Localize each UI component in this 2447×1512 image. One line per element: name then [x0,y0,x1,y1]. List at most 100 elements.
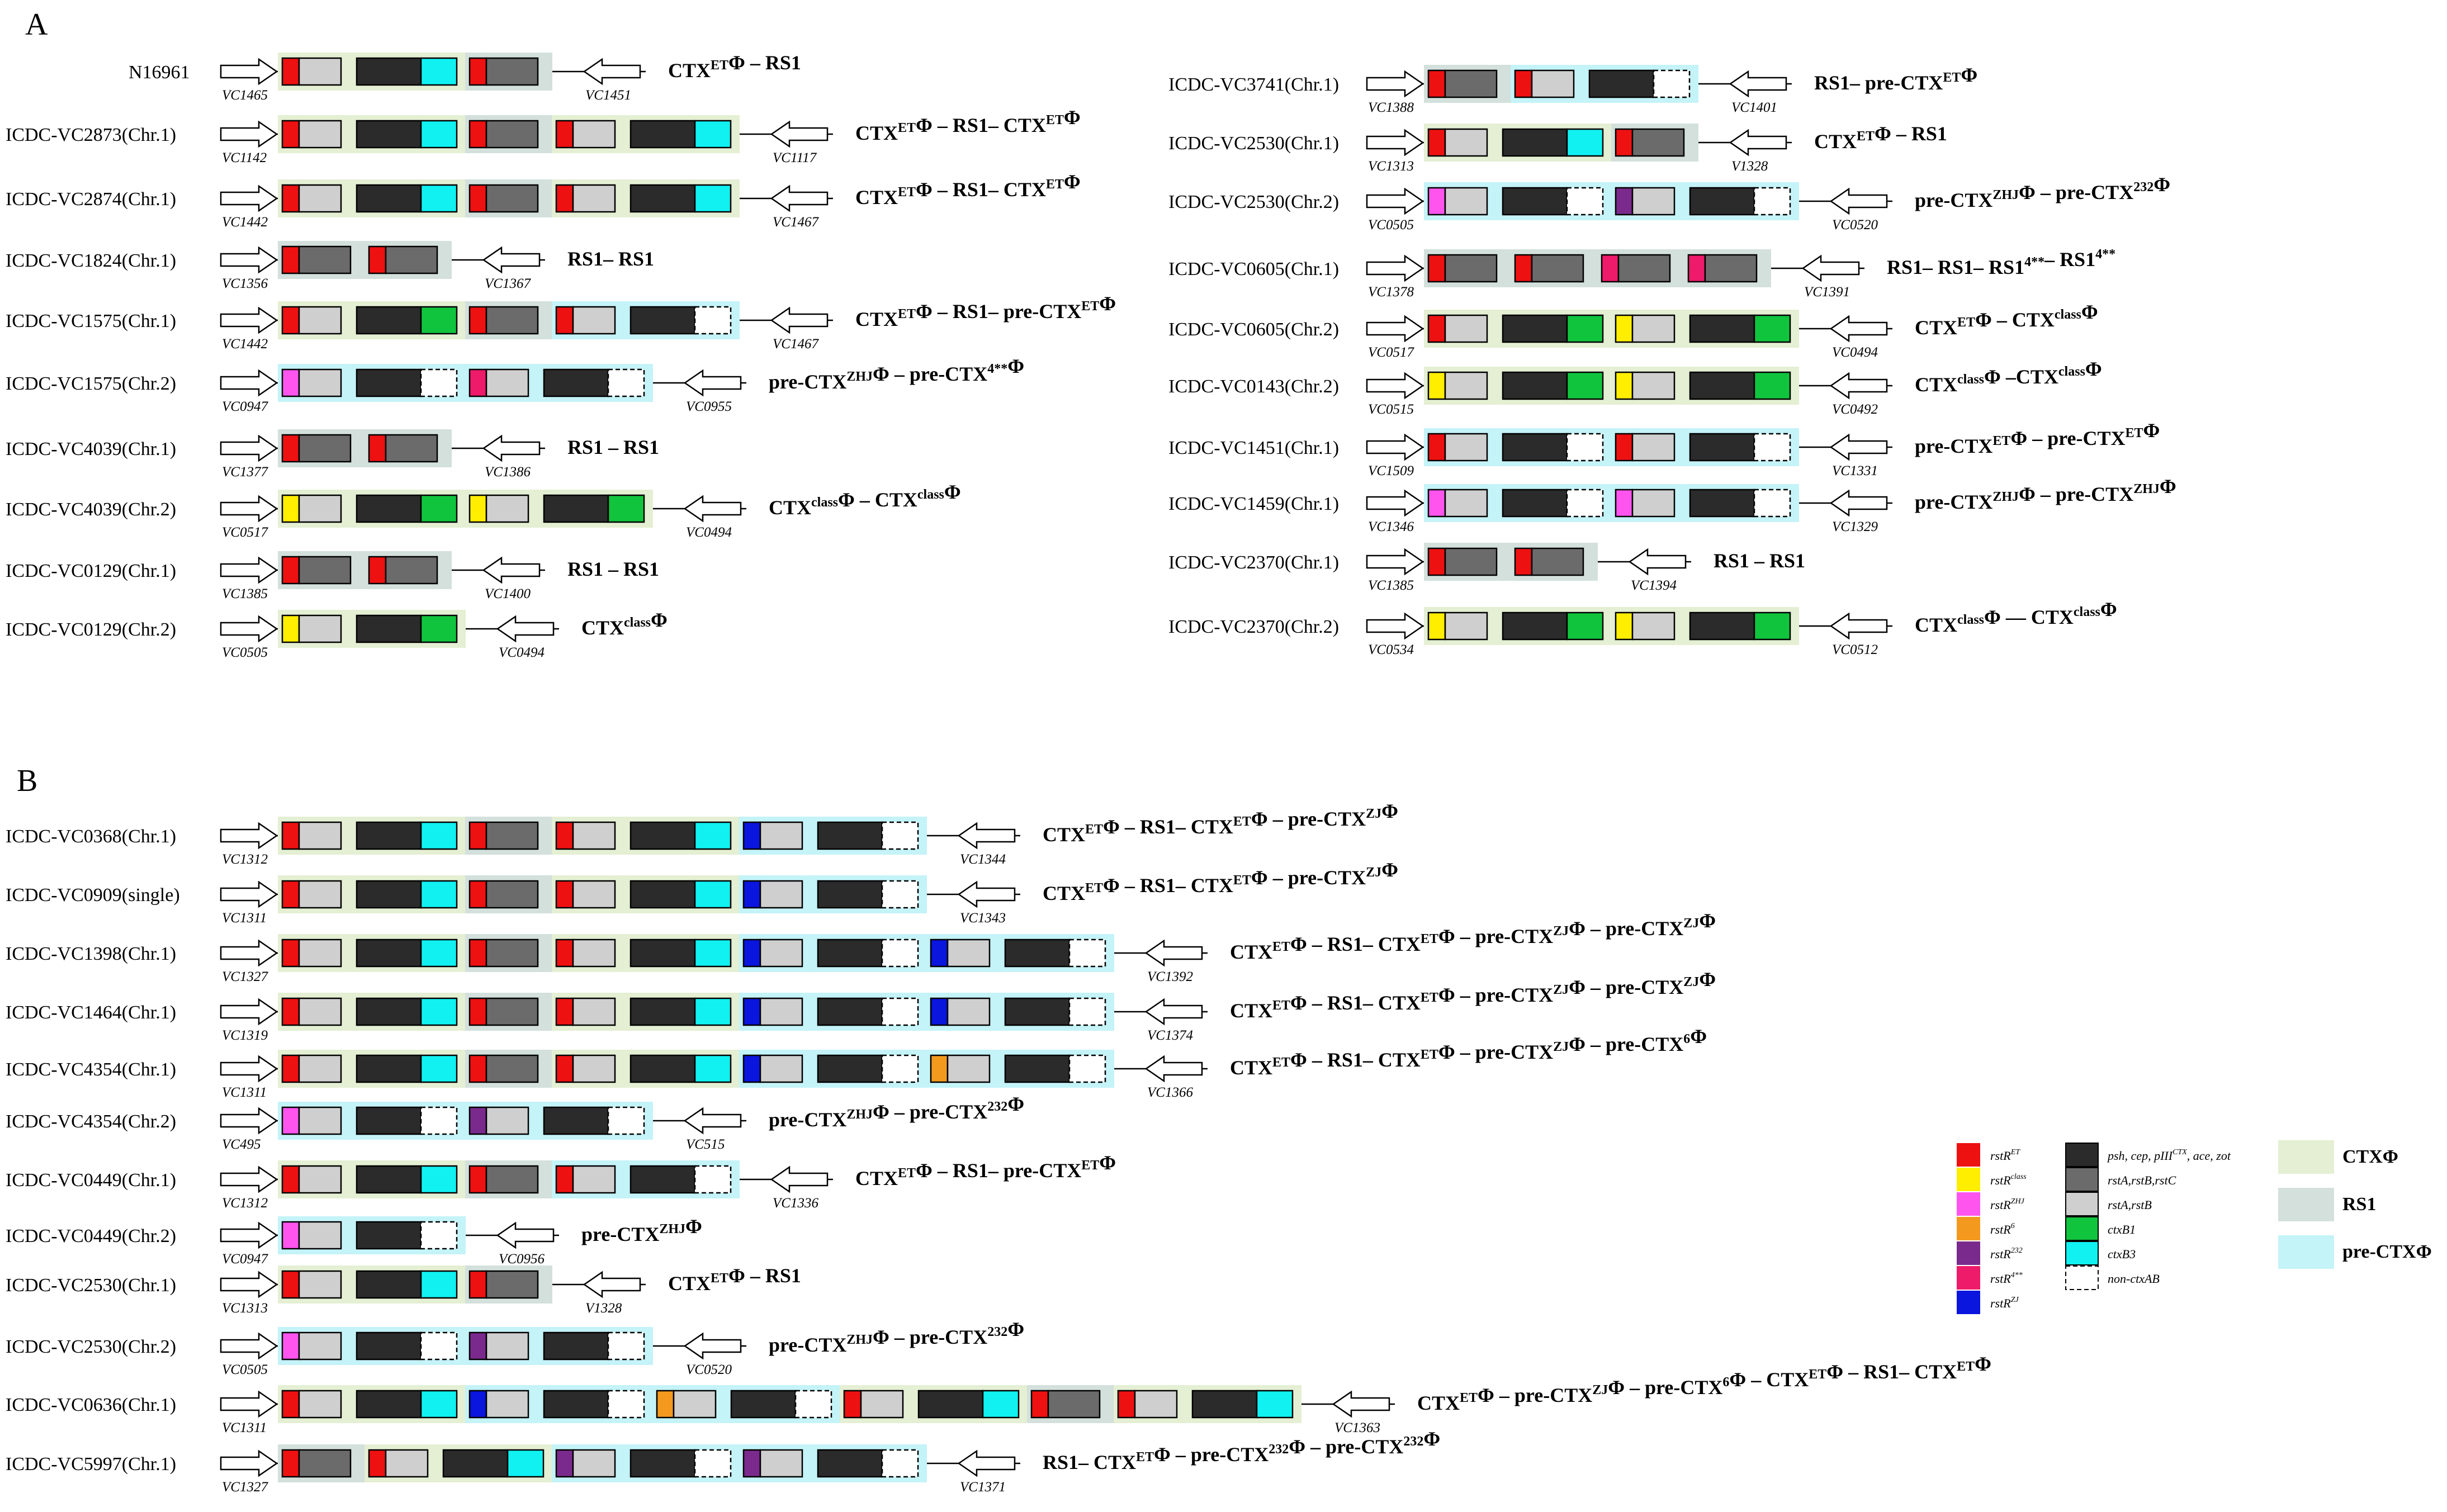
non-ctxab-gene [881,997,919,1026]
rsta-rstb-gene [572,880,616,909]
rstr-gene [1427,69,1446,98]
rsta-rstb-rstc-gene [485,939,539,968]
right-flank-arrow [1829,372,1888,400]
arrangement-formula: pre-CTXZHJΦ – pre-CTX4**Φ [769,355,1024,393]
rstr-gene [281,1221,300,1250]
rsta-rstb-gene [485,368,529,397]
left-flank-arrow [1366,612,1424,640]
rstr-gene [368,434,387,463]
rstr-gene [468,120,487,149]
genome-row: ICDC-VC0129(Chr.1) VC1385 VC1400 RS1 – RS1 [6,551,659,601]
rstr-gene [468,1106,487,1135]
rstr-gene [1117,1390,1136,1419]
non-ctxab-gene [794,1390,832,1419]
legend-swatch [2065,1192,2099,1216]
rsta-rstb-gene [759,939,803,968]
rstr-gene [281,1390,300,1419]
rsta-rstb-gene [759,1054,803,1083]
rsta-rstb-gene [298,1390,342,1419]
left-flank-label: VC1311 [222,911,267,926]
right-flank-label: VC1117 [773,150,817,165]
right-flank-label: VC1331 [1832,463,1878,478]
non-ctxab-gene [607,1331,645,1361]
arrangement-formula: pre-CTXZHJΦ – pre-CTXZHJΦ [1915,475,2176,513]
rsta-rstb-gene [946,1054,991,1083]
rstr-gene [555,120,574,149]
core-region-gene [817,997,883,1026]
core-region-gene [1689,612,1755,641]
core-region-gene [543,368,609,397]
rstr-gene [1427,547,1446,576]
left-flank-label: VC1312 [222,1196,268,1211]
genome-row: ICDC-VC1398(Chr.1) VC1327 VC1392 CTXETΦ – R… [6,909,1716,984]
left-flank-arrow [220,495,278,523]
right-flank-arrow [770,1165,829,1193]
strain-label: ICDC-VC0605(Chr.2) [1168,319,1339,340]
core-region-gene [356,1054,422,1083]
strain-label: ICDC-VC1575(Chr.2) [6,373,176,394]
rstr-gene [555,184,574,213]
legend-swatch [1957,1168,1980,1191]
rstr-gene [1615,489,1634,518]
left-flank-label: VC1327 [222,969,268,984]
rsta-rstb-gene [946,997,991,1026]
left-flank-label: VC1346 [1368,519,1414,534]
left-flank-label: VC1442 [222,215,268,230]
rsta-rstb-rstc-gene [385,434,438,463]
rstr-gene [281,1331,300,1361]
ctxb3-gene [420,1165,458,1194]
rstr-gene [555,939,574,968]
left-flank-arrow [1366,433,1424,461]
rstr-gene [1601,254,1620,283]
rsta-rstb-rstc-gene [485,821,539,850]
legend-swatch [2065,1216,2099,1241]
right-flank-arrow [1829,315,1888,343]
core-region-gene [630,1449,696,1478]
rstr-gene [468,939,487,968]
rsta-rstb-rstc-gene [298,556,352,585]
core-region-gene [1502,187,1568,216]
rsta-rstb-rstc-gene [1047,1390,1101,1419]
arrangement-formula: pre-CTXETΦ – pre-CTXETΦ [1915,419,2160,457]
rsta-rstb-rstc-gene [485,184,539,213]
legend-swatch [2065,1167,2099,1192]
rsta-rstb-gene [572,821,616,850]
right-flank-arrow [496,1221,555,1249]
rsta-rstb-gene [1444,433,1488,462]
left-flank-arrow [220,184,278,212]
right-flank-arrow [1144,998,1203,1026]
right-flank-label: VC1392 [1147,969,1193,984]
right-flank-label: VC1451 [585,88,631,103]
left-flank-label: VC1312 [222,852,268,867]
rstr-gene [1427,433,1446,462]
rstr-gene [1427,314,1446,343]
arrangement-formula: CTXclassΦ –CTXclassΦ [1915,358,2102,396]
core-region-gene [1004,1054,1071,1083]
rsta-rstb-rstc-gene [1444,69,1498,98]
core-region-gene [356,306,422,335]
non-ctxab-gene [1566,433,1604,462]
non-ctxab-gene [1753,489,1791,518]
arrangement-formula: RS1– RS1 [567,248,654,270]
rstr-gene [281,1270,300,1299]
rsta-rstb-gene [298,368,342,397]
non-ctxab-gene [1068,939,1106,968]
core-region-gene [630,120,696,149]
left-flank-arrow [220,615,278,643]
rstr-gene [1427,489,1446,518]
left-flank-label: VC0515 [1368,402,1414,417]
rstr-gene [281,57,300,86]
ctxb3-gene [420,1054,458,1083]
rsta-rstb-gene [298,1331,342,1361]
rstr-gene [1030,1390,1049,1419]
core-region-gene [356,1270,422,1299]
left-flank-arrow [220,369,278,397]
rstr-gene [281,120,300,149]
genome-row: ICDC-VC0605(Chr.1) VC1378 VC1391 RS1– RS1– … [1168,247,2115,300]
genome-row: ICDC-VC1459(Chr.1) VC1346 VC1329 pre-CTXZHJ… [1168,475,2176,534]
rstr-gene [930,1054,949,1083]
arrangement-formula: CTXETΦ – RS1 [668,51,801,82]
genome-row: ICDC-VC2530(Chr.1) VC1313 V1328 CTXETΦ – RS… [1168,122,1947,174]
rsta-rstb-gene [1631,371,1675,400]
genome-rows: N16961 VC1465 VC1451 CTXETΦ – RS1 ICDC-VC287… [6,51,2176,1495]
